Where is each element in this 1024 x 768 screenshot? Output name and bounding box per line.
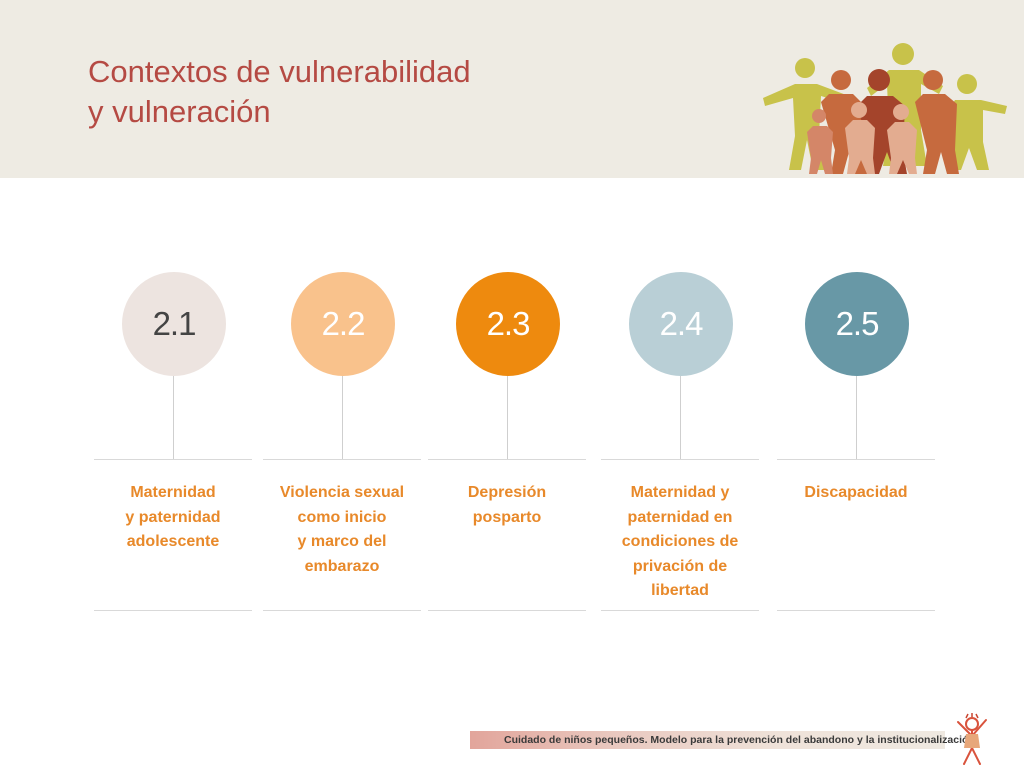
footer-text: Cuidado de niños pequeños. Modelo para l… (504, 734, 975, 746)
divider-bottom (777, 610, 935, 611)
section-number: 2.1 (152, 305, 197, 342)
section-number: 2.3 (486, 305, 531, 342)
number-circle: 2.4 (629, 272, 733, 376)
divider-top (263, 459, 421, 460)
footer-bar (470, 731, 945, 749)
number-circle: 2.2 (291, 272, 395, 376)
connector-line (507, 376, 508, 459)
slide-title-line-1: Contextos de vulnerabilidad (88, 54, 471, 89)
divider-bottom (263, 610, 421, 611)
number-circle: 2.5 (805, 272, 909, 376)
section-number: 2.5 (835, 305, 880, 342)
header-band: Contextos de vulnerabilidad y vulneració… (0, 0, 1024, 178)
context-label: Discapacidad (804, 484, 908, 501)
connector-line (856, 376, 857, 459)
context-column-2-5: 2.5 Discapacidad (777, 272, 935, 612)
context-label: Depresión posparto (467, 484, 547, 526)
number-circle: 2.3 (456, 272, 560, 376)
slide-title: Contextos de vulnerabilidad y vulneració… (88, 52, 471, 132)
connector-line (342, 376, 343, 459)
paper-people-cutout-icon (763, 43, 1007, 174)
divider-top (428, 459, 586, 460)
section-number: 2.2 (321, 305, 366, 342)
slide-title-line-2: y vulneración (88, 94, 271, 129)
context-column-2-3: 2.3 Depresión posparto (428, 272, 586, 612)
divider-bottom (601, 610, 759, 611)
divider-top (601, 459, 759, 460)
context-column-2-2: 2.2 Violencia sexual como inicio y marco… (263, 272, 421, 612)
number-circle: 2.1 (122, 272, 226, 376)
context-label: Violencia sexual como inicio y marco del… (279, 484, 405, 575)
section-number: 2.4 (659, 305, 704, 342)
child-drawing-icon (957, 713, 987, 765)
context-column-2-4: 2.4 Maternidad y paternidad en condicion… (601, 272, 759, 612)
divider-bottom (94, 610, 252, 611)
context-label: Maternidad y paternidad en condiciones d… (621, 484, 739, 599)
connector-line (173, 376, 174, 459)
divider-top (777, 459, 935, 460)
context-column-2-1: 2.1 Maternidad y paternidad adolescente (94, 272, 252, 612)
connector-line (680, 376, 681, 459)
context-label: Maternidad y paternidad adolescente (125, 484, 221, 550)
divider-top (94, 459, 252, 460)
divider-bottom (428, 610, 586, 611)
